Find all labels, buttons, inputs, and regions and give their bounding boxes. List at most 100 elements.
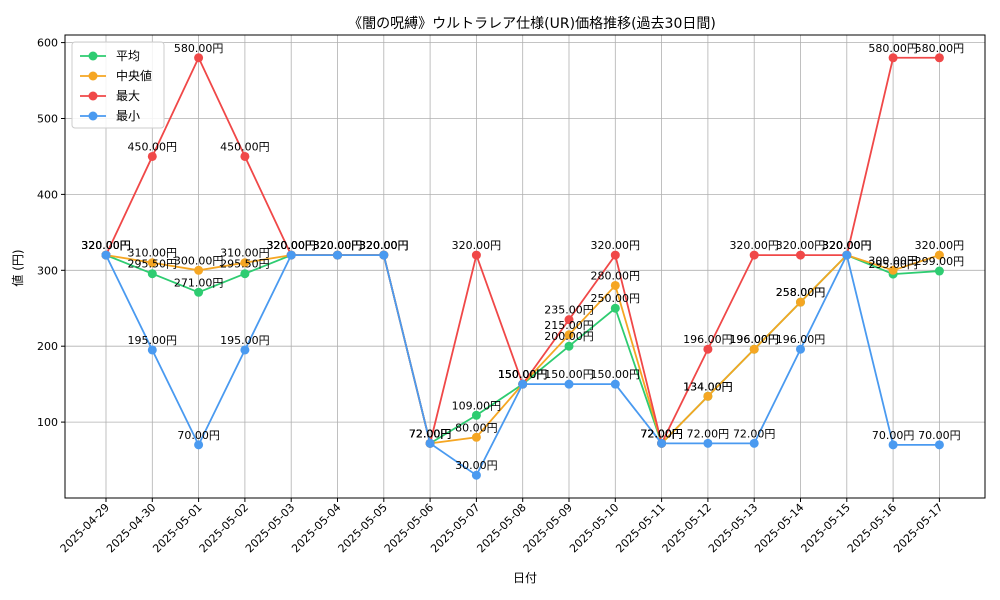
data-label: 250.00円 [591, 292, 641, 305]
data-label: 320.00円 [313, 239, 363, 252]
data-label: 134.00円 [683, 380, 733, 393]
data-label: 320.00円 [359, 239, 409, 252]
data-point [147, 258, 157, 268]
data-label: 310.00円 [220, 247, 270, 260]
data-label: 72.00円 [733, 427, 776, 440]
data-label: 320.00円 [452, 239, 502, 252]
data-point [934, 250, 944, 260]
data-labels: 320.00円295.50円271.00円295.50円320.00円320.0… [81, 42, 964, 472]
data-point [749, 438, 759, 448]
data-label: 320.00円 [822, 239, 872, 252]
legend-box [71, 41, 165, 129]
data-label: 72.00円 [640, 427, 683, 440]
data-label: 150.00円 [498, 368, 548, 381]
data-point [471, 410, 481, 420]
data-label: 580.00円 [174, 42, 224, 55]
data-label: 280.00円 [591, 269, 641, 282]
data-point [564, 379, 574, 389]
data-point [796, 344, 805, 354]
data-label: 196.00円 [729, 333, 779, 346]
x-tick-label: 2025-05-17 [891, 501, 945, 555]
data-point [194, 287, 204, 297]
legend-label: 中央値 [116, 68, 152, 83]
data-label: 72.00円 [409, 427, 452, 440]
data-label: 320.00円 [822, 239, 872, 252]
data-label: 320.00円 [313, 239, 363, 252]
data-point [749, 250, 759, 260]
data-label: 450.00円 [220, 140, 270, 153]
data-label: 196.00円 [776, 333, 826, 346]
data-point [564, 315, 574, 325]
data-label: 70.00円 [177, 429, 220, 442]
data-label: 580.00円 [868, 42, 918, 55]
data-label: 320.00円 [591, 239, 641, 252]
data-label: 72.00円 [640, 427, 683, 440]
data-label: 320.00円 [266, 239, 316, 252]
data-label: 320.00円 [81, 239, 131, 252]
data-label: 310.00円 [128, 247, 178, 260]
data-point [796, 250, 805, 260]
data-label: 235.00円 [544, 304, 594, 317]
data-point [471, 250, 481, 260]
data-label: 150.00円 [498, 368, 548, 381]
data-label: 320.00円 [359, 239, 409, 252]
data-label: 320.00円 [266, 239, 316, 252]
data-label: 150.00円 [591, 368, 641, 381]
data-point [518, 379, 528, 389]
series-group [101, 53, 944, 480]
y-tick-label: 200 [37, 340, 58, 353]
data-label: 271.00円 [174, 276, 224, 289]
data-label: 72.00円 [409, 427, 452, 440]
legend-label: 最小 [116, 109, 140, 123]
y-tick-label: 500 [37, 112, 58, 125]
data-label: 320.00円 [266, 239, 316, 252]
data-label: 320.00円 [81, 239, 131, 252]
data-point [888, 265, 898, 275]
data-point [425, 438, 435, 448]
data-point [240, 151, 250, 161]
data-label: 72.00円 [409, 427, 452, 440]
data-point [240, 345, 250, 355]
data-label: 295.50円 [128, 258, 178, 271]
data-point [703, 391, 713, 401]
data-point [934, 266, 944, 276]
data-label: 450.00円 [128, 140, 178, 153]
data-label: 320.00円 [81, 239, 131, 252]
data-label: 30.00円 [455, 459, 498, 472]
data-point [564, 330, 574, 340]
data-label: 72.00円 [409, 427, 452, 440]
data-label: 200.00円 [544, 330, 594, 343]
data-point [286, 250, 296, 260]
data-label: 258.00円 [776, 286, 826, 299]
legend-swatch-marker [88, 51, 98, 61]
data-label: 320.00円 [359, 239, 409, 252]
data-point [842, 250, 852, 260]
y-tick-label: 100 [37, 416, 58, 429]
data-point [240, 269, 250, 279]
plot-frame [64, 34, 986, 499]
data-label: 150.00円 [498, 368, 548, 381]
data-point [610, 250, 620, 260]
data-label: 320.00円 [313, 239, 363, 252]
legend-label: 平均 [116, 49, 140, 63]
data-label: 195.00円 [220, 334, 270, 347]
data-point [610, 379, 620, 389]
y-tick-label: 400 [37, 188, 58, 201]
y-axis-ticks: 100 200 300 400 500 600 [37, 37, 65, 429]
data-point [657, 438, 667, 448]
legend-swatch-marker [88, 71, 98, 81]
data-point [147, 269, 157, 279]
data-label: 150.00円 [498, 368, 548, 381]
data-label: 320.00円 [313, 239, 363, 252]
data-label: 195.00円 [128, 334, 178, 347]
y-axis-label: 値 (円) [10, 249, 25, 286]
data-label: 320.00円 [729, 239, 779, 252]
y-tick-label: 600 [37, 37, 58, 50]
data-point [471, 432, 481, 442]
data-label: 320.00円 [822, 239, 872, 252]
data-label: 196.00円 [729, 333, 779, 346]
data-label: 70.00円 [872, 429, 915, 442]
data-label: 580.00円 [915, 42, 965, 55]
data-point [101, 250, 111, 260]
